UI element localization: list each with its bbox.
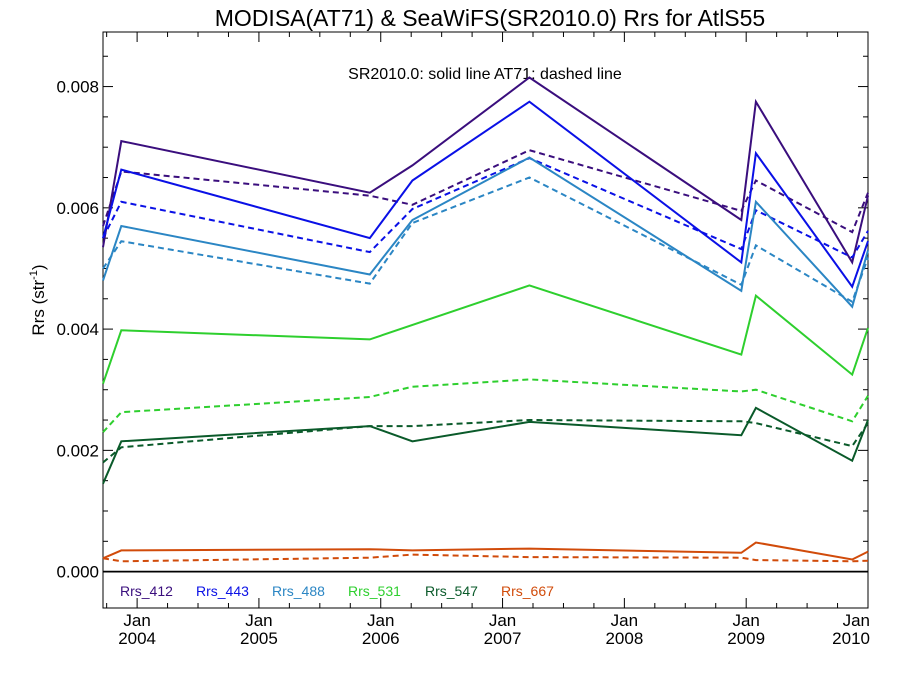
y-tick-label: 0.000	[56, 563, 99, 582]
legend-entry: Rrs_488	[272, 583, 325, 599]
y-tick-label: 0.008	[56, 78, 99, 97]
legend-entry: Rrs_547	[425, 583, 478, 599]
line-style-annotation: SR2010.0: solid line AT71: dashed line	[348, 66, 622, 83]
x-tick-label-month: Jan	[245, 611, 272, 630]
series-line-rrs-547-solid	[102, 406, 869, 485]
series-line-rrs-488-solid	[102, 156, 869, 309]
x-tick-label-year: 2006	[362, 629, 400, 648]
x-tick-label-month: Jan	[489, 611, 516, 630]
y-tick-label: 0.002	[56, 441, 99, 460]
x-tick-label-month: Jan	[843, 611, 870, 630]
y-tick-label: 0.004	[56, 320, 99, 339]
x-tick-label-year: 2009	[727, 629, 765, 648]
series-line-rrs-531-solid	[102, 284, 869, 385]
series-line-rrs-531-dashed	[102, 378, 869, 433]
y-axis-label-text: Rrs (str	[29, 280, 48, 336]
y-tick-label: 0.006	[56, 199, 99, 218]
x-tick-label-month: Jan	[123, 611, 150, 630]
x-tick-label-year: 2008	[605, 629, 643, 648]
x-tick-label-year: 2010	[832, 629, 870, 648]
series-line-rrs-488-dashed	[102, 176, 869, 304]
y-axis-label-superscript: -1	[28, 270, 40, 280]
plot-frame	[102, 31, 869, 609]
series-line-rrs-547-dashed	[102, 418, 869, 464]
legend-entry: Rrs_443	[196, 583, 249, 599]
chart-title: MODISA(AT71) & SeaWiFS(SR2010.0) Rrs for…	[215, 5, 765, 31]
x-tick-label-month: Jan	[611, 611, 638, 630]
legend-entry: Rrs_667	[501, 583, 554, 599]
legend-entry: Rrs_412	[120, 583, 173, 599]
series-line-rrs-412-dashed	[102, 149, 869, 234]
x-tick-label-year: 2005	[240, 629, 278, 648]
x-tick-label-month: Jan	[732, 611, 759, 630]
series-line-rrs-443-solid	[102, 100, 869, 289]
y-axis-label: Rrs (str-1)	[28, 264, 48, 335]
x-tick-label-year: 2004	[118, 629, 156, 648]
y-axis-label-close: )	[29, 264, 48, 270]
legend-entry: Rrs_531	[348, 583, 401, 599]
plot-area: 0.0000.0020.0040.0060.008Jan2004Jan2005J…	[56, 31, 870, 648]
x-tick-label-month: Jan	[367, 611, 394, 630]
x-tick-label-year: 2007	[484, 629, 522, 648]
series-line-rrs-667-dashed	[102, 553, 869, 563]
series-line-rrs-667-solid	[102, 541, 869, 561]
series-line-rrs-412-solid	[102, 76, 869, 266]
